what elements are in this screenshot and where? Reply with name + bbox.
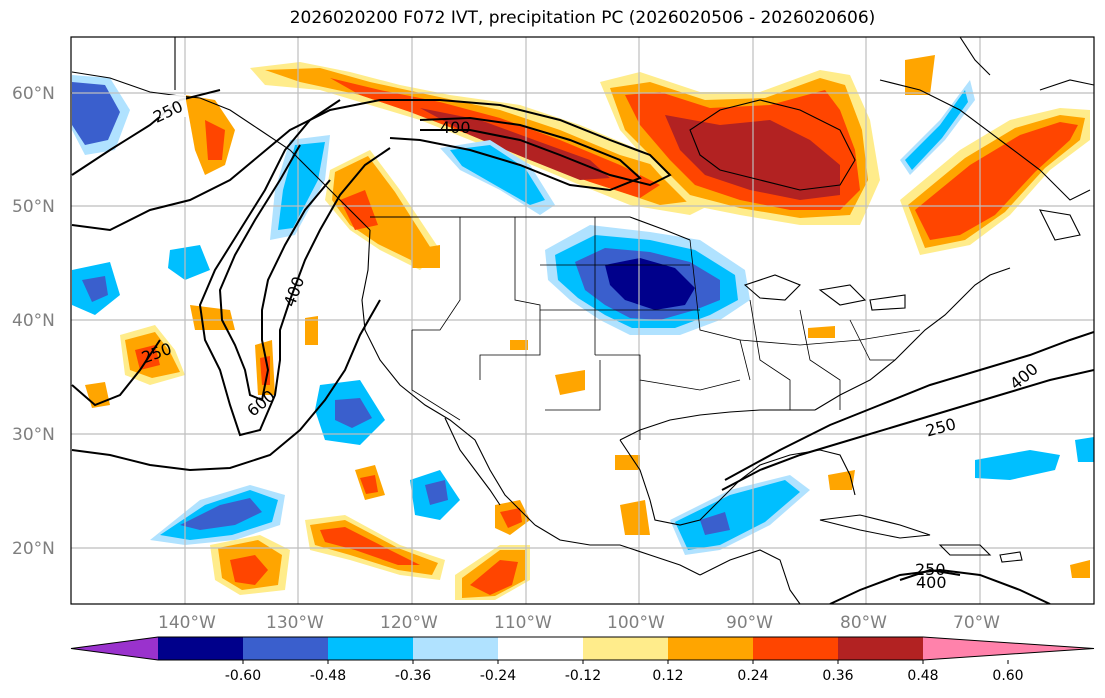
lon-label-70w: 70°W [953, 613, 1000, 633]
shading-eastcanada-positive [900, 55, 1090, 255]
colorbar-tick-label: -0.48 [310, 668, 346, 684]
shading-canada-negative [270, 80, 975, 240]
colorbar-box [158, 637, 243, 660]
contour-label-400-d: 400 [916, 573, 947, 592]
colorbar-box [413, 637, 498, 660]
colorbar-tick-label: -0.60 [225, 668, 261, 684]
lon-label-100w: 100°W [607, 613, 665, 633]
colorbar: -0.60 -0.48 -0.36 -0.24 -0.12 0.12 0.24 0.36 0.4… [70, 636, 1095, 684]
colorbar-extend-low [71, 637, 158, 660]
colorbar-outline [70, 636, 1095, 661]
colorbar-box [753, 637, 838, 660]
latitude-labels: 60°N 50°N 40°N 30°N 20°N [12, 84, 55, 559]
colorbar-tick-label: -0.36 [395, 668, 431, 684]
colorbar-tick-label: 0.60 [992, 668, 1023, 684]
shading-hudson-positive [600, 70, 880, 225]
lon-label-80w: 80°W [840, 613, 887, 633]
lon-label-90w: 90°W [726, 613, 773, 633]
lon-label-130w: 130°W [266, 613, 324, 633]
lon-label-120w: 120°W [380, 613, 438, 633]
colorbar-tick-label: 0.24 [737, 668, 768, 684]
colorbar-tick-label: -0.24 [480, 668, 516, 684]
colorbar-box [583, 637, 668, 660]
colorbar-extend-high [923, 637, 1094, 660]
coastlines [71, 37, 1094, 604]
contour-label-250-d: 250 [915, 560, 946, 579]
ivt-contours [71, 89, 1094, 604]
colorbar-tick-label: 0.48 [907, 668, 938, 684]
map-border [70, 36, 1095, 605]
shading-gulf [305, 245, 1094, 578]
lat-label-50: 50°N [12, 197, 55, 217]
longitude-labels: 140°W 130°W 120°W 110°W 100°W 90°W 80°W … [158, 613, 1000, 633]
graticule [71, 37, 1094, 604]
lat-label-30: 30°N [12, 425, 55, 445]
lat-label-40: 40°N [12, 311, 55, 331]
lat-label-20: 20°N [12, 539, 55, 559]
colorbar-box [243, 637, 328, 660]
colorbar-tick-label: -0.12 [565, 668, 601, 684]
colorbar-box [498, 637, 583, 660]
lon-label-140w: 140°W [158, 613, 216, 633]
shading-alaska-positive [185, 95, 235, 175]
contour-label-400-a: 400 [440, 118, 471, 137]
colorbar-box [838, 637, 923, 660]
colorbar-tick-label: 0.36 [822, 668, 853, 684]
colorbar-box [668, 637, 753, 660]
state-borders [411, 217, 921, 440]
colorbar-box [328, 637, 413, 660]
colorbar-tick-label: 0.12 [652, 668, 683, 684]
lat-label-60: 60°N [12, 84, 55, 104]
lon-label-110w: 110°W [494, 613, 552, 633]
map-title: 2026020200 F072 IVT, precipitation PC (2… [289, 8, 876, 28]
shading-central-negative [545, 225, 750, 335]
shading-pacific-negative [72, 75, 460, 545]
